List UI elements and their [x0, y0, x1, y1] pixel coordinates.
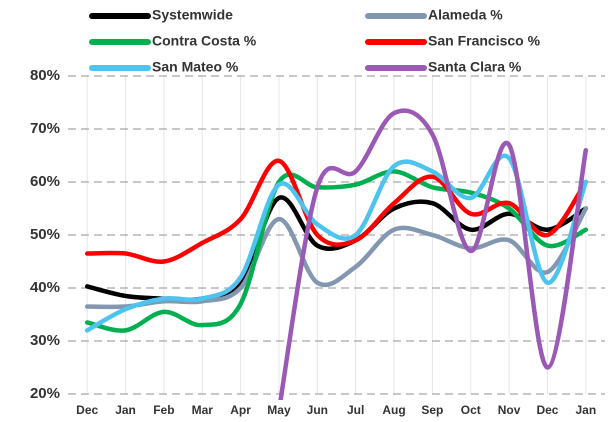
y-tick-label: 40%	[30, 279, 60, 296]
y-tick-label: 60%	[30, 173, 60, 190]
x-tick-label: Oct	[461, 403, 481, 417]
x-tick-label: Dec	[76, 403, 98, 417]
legend-label: San Francisco %	[428, 33, 541, 49]
x-tick-label: Jul	[347, 403, 364, 417]
x-tick-label: Aug	[382, 403, 405, 417]
x-tick-label: Jan	[115, 403, 136, 417]
x-tick-label: Nov	[498, 403, 521, 417]
series-line	[84, 169, 589, 333]
x-tick-label: May	[267, 403, 291, 417]
x-tick-label: Feb	[153, 403, 174, 417]
x-tick-label: Mar	[192, 403, 214, 417]
y-tick-label: 20%	[30, 385, 60, 402]
x-tick-label: Jun	[307, 403, 328, 417]
y-tick-label: 70%	[30, 120, 60, 137]
y-tick-label: 80%	[30, 67, 60, 84]
y-tick-label: 50%	[30, 226, 60, 243]
x-tick-label: Dec	[536, 403, 558, 417]
legend-label: Systemwide	[152, 7, 233, 23]
labels: 20% 30% 40% 50% 60% 70% 80% Dec Jan Feb Mar Apr May J…	[30, 7, 596, 417]
x-tick-label: Sep	[421, 403, 443, 417]
x-tick-label: Apr	[230, 403, 251, 417]
series-line	[84, 206, 589, 310]
plot	[84, 108, 589, 400]
series-line	[84, 158, 589, 264]
legend-label: Alameda %	[428, 7, 503, 23]
legend-label: Santa Clara %	[428, 59, 522, 75]
legend-label: San Mateo %	[152, 59, 239, 75]
y-tick-label: 30%	[30, 332, 60, 349]
legend-label: Contra Costa %	[152, 33, 257, 49]
x-tick-label: Jan	[575, 403, 596, 417]
series-line	[278, 108, 589, 400]
